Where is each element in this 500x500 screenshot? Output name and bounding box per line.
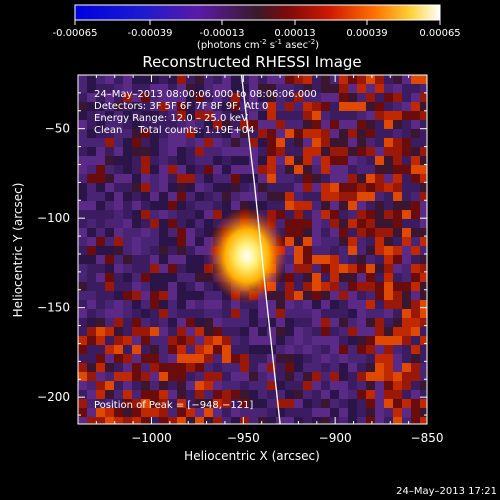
detectors-text: Detectors: 3F 5F 6F 7F 8F 9F, Att 0: [94, 101, 268, 112]
x-axis-label: Heliocentric X (arcsec): [184, 449, 320, 463]
colorbar-ticks: [74, 20, 441, 25]
colorbar-tick-label: 0.00013: [274, 28, 315, 39]
colorbar-tick-labels: -0.00065 -0.00039 -0.00013 0.00013 0.00039 0.…: [53, 28, 461, 39]
colorbar: -0.00065 -0.00039 -0.00013 0.00013 0.00039 0.…: [53, 4, 461, 51]
x-axis: −1000 −950 −900 −850: [95, 75, 444, 445]
chart-title: Reconstructed RHESSI Image: [142, 53, 361, 71]
colorbar-tick-label: 0.00065: [419, 28, 460, 39]
observation-info: 24–May–2013 08:00:06.000 to 08:06:06.000…: [94, 89, 317, 411]
y-tick-label: −150: [37, 301, 70, 315]
energy-range-text: Energy Range: 12.0 – 25.0 keV: [94, 113, 248, 124]
y-tick-label: −100: [37, 211, 70, 225]
colorbar-unit-label: (photons cm-2 s-1 asec-2): [197, 38, 319, 51]
plot-area: −1000 −950 −900 −850 −50 −100 −150 −200: [37, 74, 444, 445]
colorbar-tick-label: -0.00065: [53, 28, 98, 39]
heatmap-cells: [78, 75, 427, 424]
plot-frame: [77, 74, 428, 425]
solar-limb-line: [240, 75, 281, 424]
algorithm-counts-text: Clean Total counts: 1.19E+04: [94, 125, 254, 136]
time-range-text: 24–May–2013 08:00:06.000 to 08:06:06.000: [94, 89, 317, 100]
x-tick-label: −900: [319, 431, 352, 445]
x-tick-label: −850: [411, 431, 444, 445]
y-tick-label: −50: [45, 122, 70, 136]
y-axis-label: Heliocentric Y (arcsec): [11, 183, 25, 318]
y-tick-label: −200: [37, 390, 70, 404]
colorbar-tick-label: -0.00013: [200, 28, 245, 39]
colorbar-tick-label: 0.00039: [346, 28, 387, 39]
x-tick-label: −950: [227, 431, 260, 445]
peak-source-glow: [206, 207, 287, 304]
peak-position-text: Position of Peak = [−948,−121]: [94, 400, 253, 411]
colorbar-gradient: [74, 4, 441, 21]
y-axis: −50 −100 −150 −200: [37, 92, 427, 416]
x-tick-label: −1000: [131, 431, 172, 445]
colorbar-tick-label: -0.00039: [128, 28, 173, 39]
timestamp: 24–May–2013 17:21: [396, 486, 497, 497]
